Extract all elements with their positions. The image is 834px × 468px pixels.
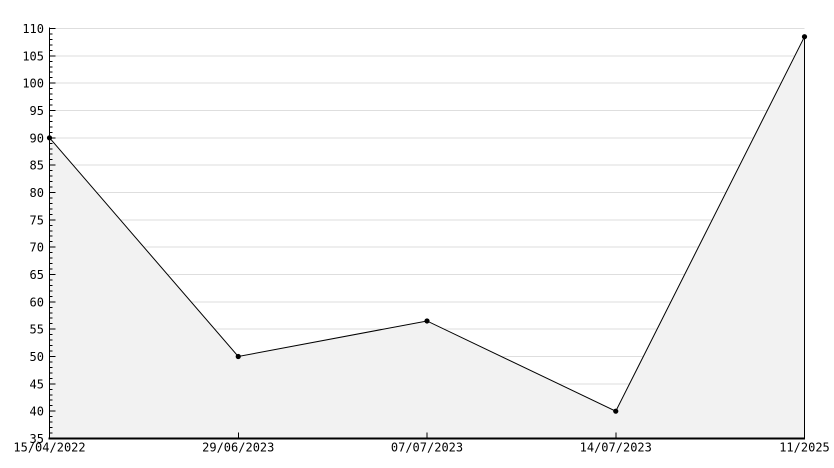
y-axis-tick-label: 45 (30, 377, 44, 391)
y-axis-tick-label: 35 (30, 432, 44, 446)
data-point-marker (801, 34, 808, 40)
data-point-marker (424, 318, 430, 324)
y-axis-tick-label: 70 (30, 241, 44, 255)
y-axis-tick-label: 50 (30, 350, 44, 364)
y-axis-tick-label: 60 (30, 295, 44, 309)
y-axis-tick-label: 105 (22, 49, 44, 63)
x-axis-tick-label: 07/07/2023 (391, 441, 463, 455)
y-axis-tick-label: 90 (30, 131, 44, 145)
y-axis-tick-label: 80 (30, 186, 44, 200)
y-axis-tick-label: 110 (22, 22, 44, 36)
x-axis-tick-label: 15/04/2022 (13, 441, 85, 455)
y-axis-tick-label: 40 (30, 405, 44, 419)
data-point-marker (235, 353, 241, 360)
y-axis-tick-label: 85 (30, 159, 44, 173)
data-point-marker (613, 408, 619, 414)
y-axis-tick-label: 95 (30, 104, 44, 118)
x-axis-tick-label: 29/06/2023 (202, 441, 274, 455)
x-axis-tick-label: 14/07/2023 (580, 441, 652, 455)
x-axis-tick-label: 11/2025 (779, 441, 830, 455)
y-axis-tick-label: 65 (30, 268, 44, 282)
y-axis-tick-label: 75 (30, 213, 44, 227)
y-axis-tick-label: 100 (22, 77, 44, 91)
y-axis-tick-label: 55 (30, 323, 44, 337)
